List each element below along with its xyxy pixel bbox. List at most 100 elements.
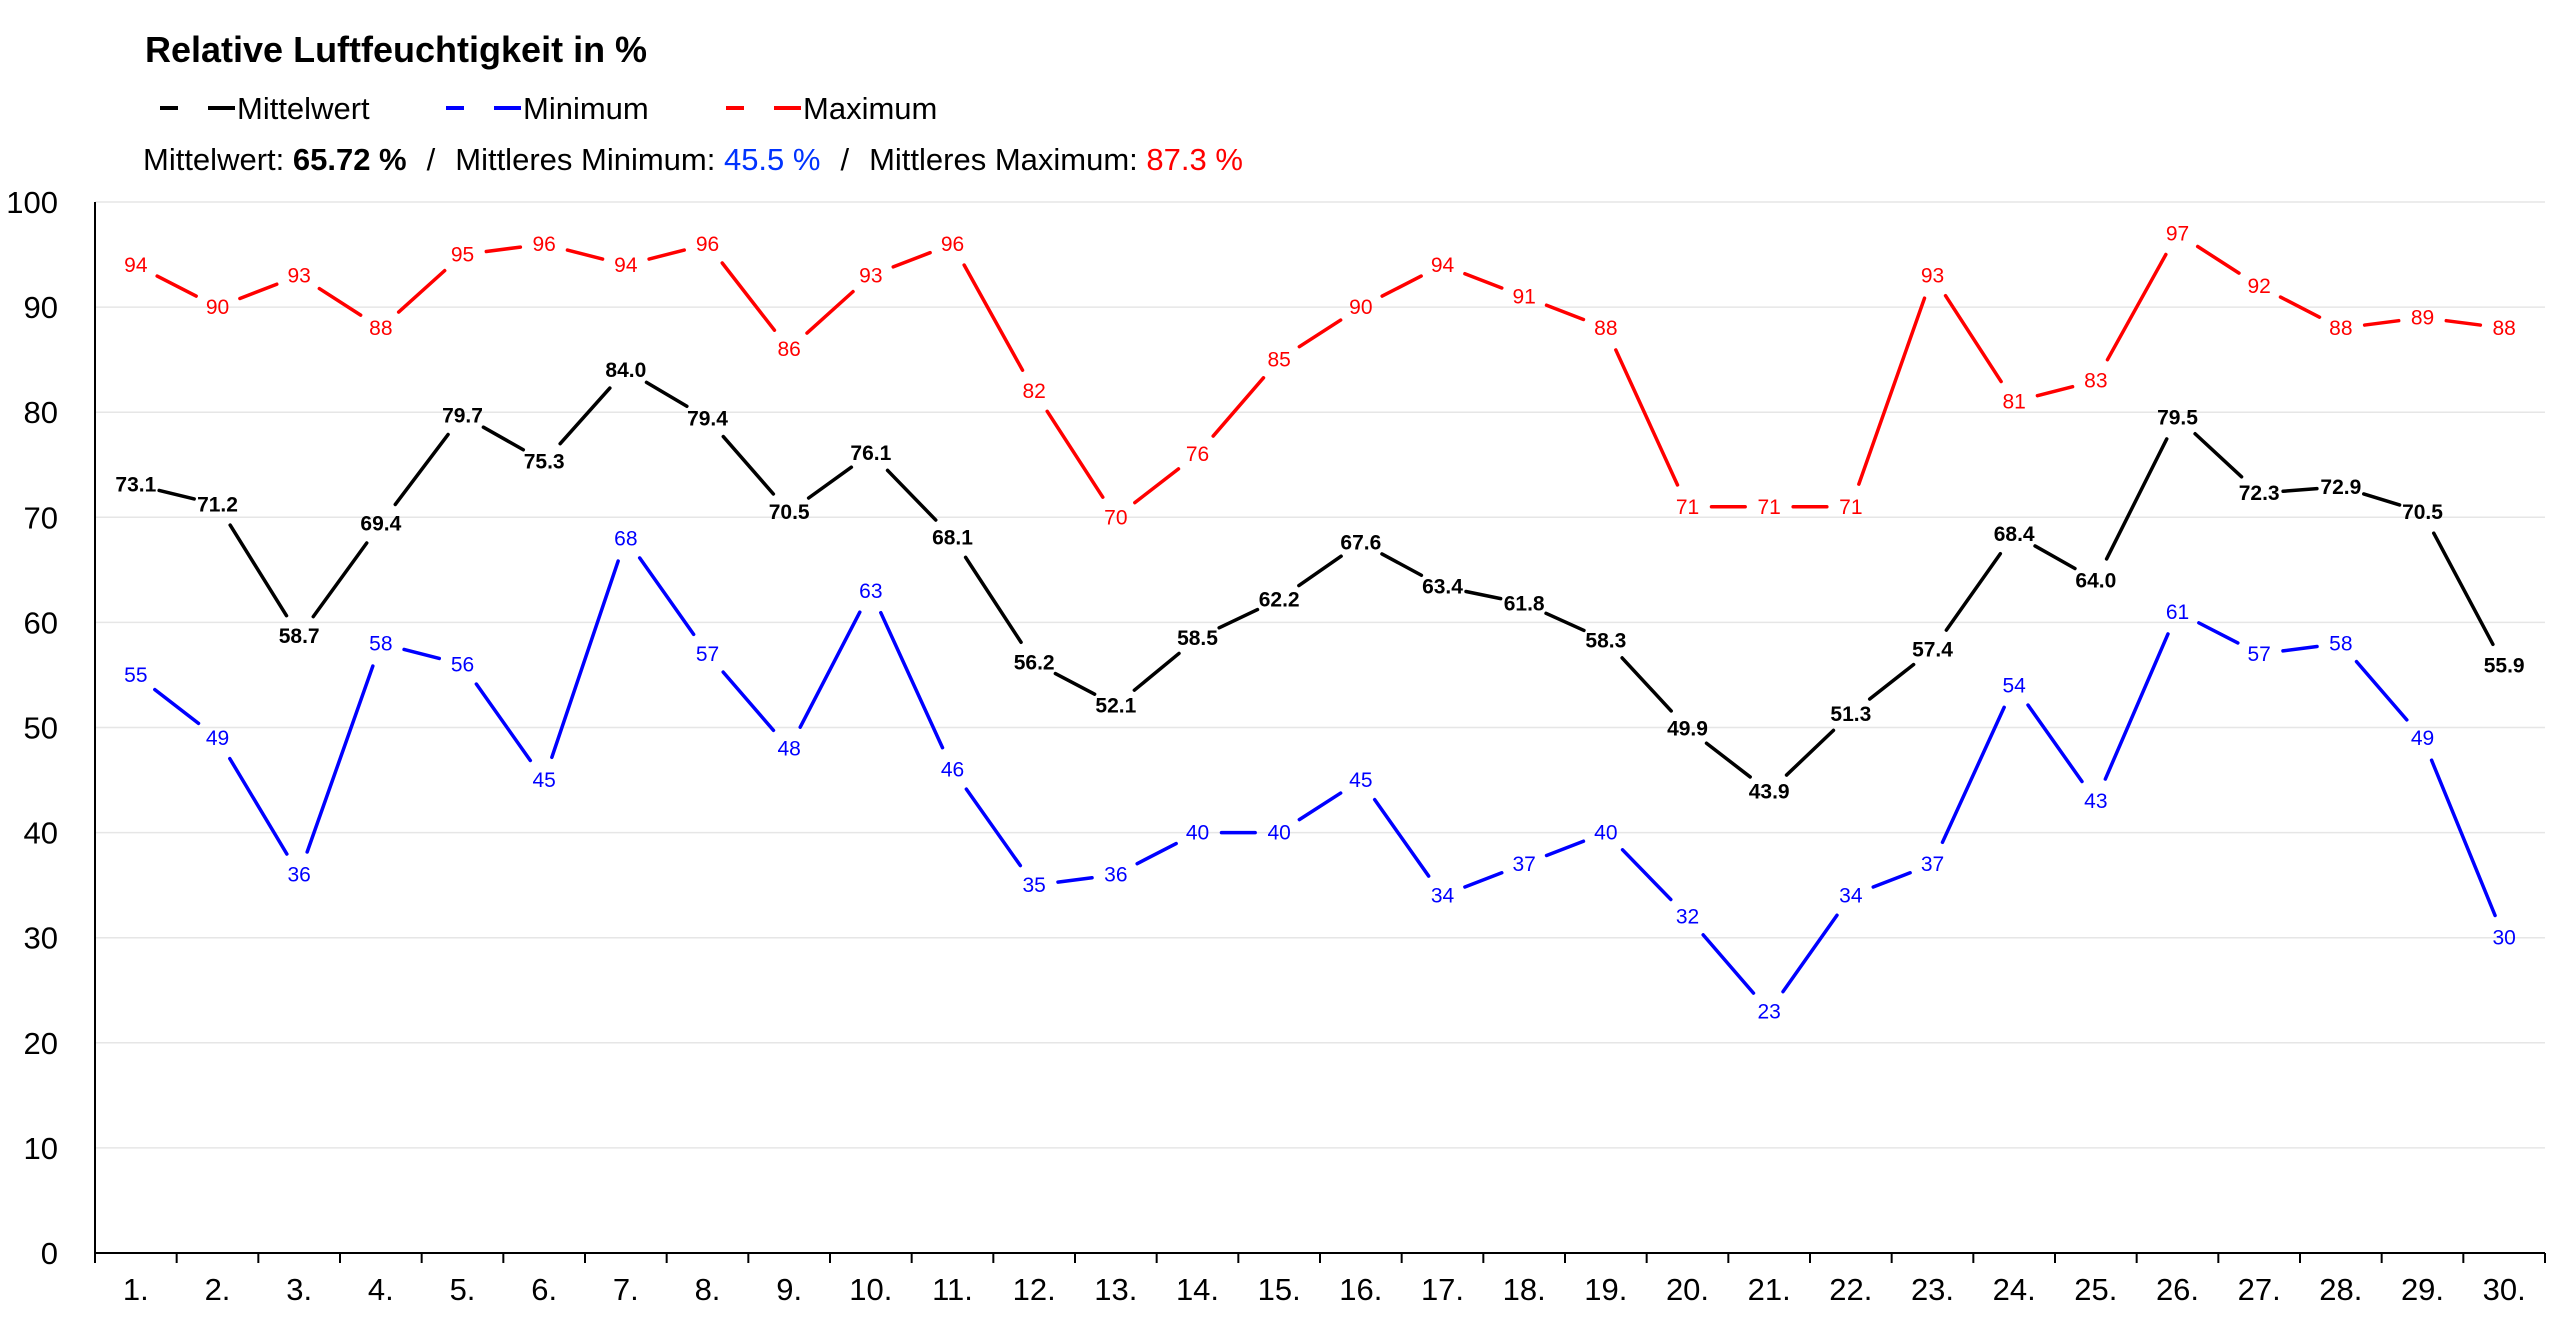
x-tick-label: 10. xyxy=(849,1272,892,1307)
line-segment-maximum xyxy=(891,250,932,269)
line-segment-minimum xyxy=(879,610,945,750)
line-segment-mittelwert xyxy=(311,541,369,619)
line-segment-maximum xyxy=(317,286,363,317)
data-label-minimum: 56 xyxy=(451,653,474,676)
data-label-minimum: 23 xyxy=(1757,1000,1780,1023)
data-label-mittelwert: 55.9 xyxy=(2484,654,2525,677)
labels-mittelwert: 73.1 71.2 58.7 69.4 79.7 75.3 84.0 79.4 70.5 76.1… xyxy=(115,359,2524,803)
data-label-mittelwert: 57.4 xyxy=(1912,639,1953,662)
y-tick-label: 0 xyxy=(41,1236,58,1271)
line-segment-mittelwert xyxy=(2432,531,2495,647)
line-segment-maximum xyxy=(1211,376,1266,438)
data-label-maximum: 97 xyxy=(2166,223,2189,246)
data-label-mittelwert: 51.3 xyxy=(1830,703,1871,726)
x-tick-label: 2. xyxy=(205,1272,231,1307)
x-tick-label: 12. xyxy=(1013,1272,1056,1307)
data-label-maximum: 83 xyxy=(2084,370,2107,393)
line-segment-maximum xyxy=(238,282,279,301)
data-label-maximum: 71 xyxy=(1676,496,1699,519)
x-tick-label: 5. xyxy=(450,1272,476,1307)
line-segment-mittelwert xyxy=(1132,651,1181,692)
data-label-maximum: 88 xyxy=(1594,317,1617,340)
line-segment-minimum xyxy=(305,664,375,854)
line-segment-maximum xyxy=(484,245,523,254)
data-label-mittelwert: 76.1 xyxy=(850,442,891,465)
y-tick-label: 40 xyxy=(24,816,58,851)
x-tick-label: 17. xyxy=(1421,1272,1464,1307)
x-tick-label: 19. xyxy=(1584,1272,1627,1307)
data-label-minimum: 55 xyxy=(124,664,147,687)
x-tick-label: 8. xyxy=(695,1272,721,1307)
data-label-minimum: 57 xyxy=(696,643,719,666)
data-label-minimum: 48 xyxy=(777,738,800,761)
data-label-maximum: 94 xyxy=(1431,254,1455,277)
line-segment-minimum xyxy=(1701,933,1756,995)
line-segment-minimum xyxy=(1871,871,1912,889)
data-label-minimum: 58 xyxy=(369,632,392,655)
data-label-maximum: 93 xyxy=(859,265,882,288)
legend-item-mittelwert: Mittelwert xyxy=(160,91,370,126)
data-label-mittelwert: 70.5 xyxy=(769,501,810,524)
data-label-maximum: 95 xyxy=(451,244,474,267)
data-label-mittelwert: 75.3 xyxy=(524,451,565,474)
line-segment-minimum xyxy=(402,647,442,661)
line-segment-mittelwert xyxy=(2033,544,2077,571)
line-segment-maximum xyxy=(2195,244,2241,275)
data-label-maximum: 81 xyxy=(2002,391,2025,414)
data-label-maximum: 90 xyxy=(1349,296,1372,319)
gridlines xyxy=(95,201,2545,1149)
line-segment-maximum xyxy=(1943,293,2003,384)
x-tick-label: 9. xyxy=(776,1272,802,1307)
line-segment-maximum xyxy=(2362,318,2401,327)
data-label-mittelwert: 52.1 xyxy=(1095,694,1136,717)
line-segment-maximum xyxy=(396,268,447,314)
data-label-mittelwert: 67.6 xyxy=(1340,532,1381,555)
x-tick-label: 14. xyxy=(1176,1272,1219,1307)
line-segment-minimum xyxy=(153,687,201,726)
data-label-mittelwert: 68.1 xyxy=(932,526,973,549)
data-label-maximum: 88 xyxy=(369,317,392,340)
line-segment-mittelwert xyxy=(481,425,526,452)
data-label-minimum: 49 xyxy=(206,727,229,750)
line-segment-mittelwert xyxy=(644,380,689,409)
data-label-mittelwert: 84.0 xyxy=(605,359,646,382)
data-label-maximum: 86 xyxy=(777,338,800,361)
line-segment-minimum xyxy=(2103,632,2170,781)
line-segment-minimum xyxy=(1544,839,1586,858)
data-label-mittelwert: 61.8 xyxy=(1504,592,1545,615)
summary-max-value: 87.3 % xyxy=(1146,142,1243,177)
x-tick-label: 22. xyxy=(1829,1272,1872,1307)
data-label-minimum: 49 xyxy=(2411,727,2434,750)
x-tick-label: 1. xyxy=(123,1272,149,1307)
line-segment-maximum xyxy=(1463,271,1504,290)
line-segment-minimum xyxy=(2281,644,2319,653)
line-segment-mittelwert xyxy=(1784,728,1836,777)
data-label-mittelwert: 79.5 xyxy=(2157,406,2198,429)
line-segment-minimum xyxy=(1056,875,1094,884)
y-tick-label: 80 xyxy=(24,395,58,430)
line-segment-mittelwert xyxy=(157,488,196,501)
line-segment-mittelwert xyxy=(228,523,289,618)
line-segment-minimum xyxy=(2197,621,2240,645)
line-segment-minimum xyxy=(964,787,1023,868)
x-tick-label: 15. xyxy=(1258,1272,1301,1307)
x-tick-label: 20. xyxy=(1666,1272,1709,1307)
axes: 0 10 20 30 40 50 60 70 80 90 100 1. 2. 3. 4. 5. 6. 7. 8. 9.… xyxy=(6,185,2546,1307)
data-label-maximum: 92 xyxy=(2247,275,2270,298)
data-label-maximum: 94 xyxy=(614,254,638,277)
line-segment-mittelwert xyxy=(2362,492,2402,507)
line-segment-minimum xyxy=(1372,797,1431,878)
data-label-minimum: 54 xyxy=(2002,674,2026,697)
line-segment-minimum xyxy=(2429,758,2497,918)
y-tick-label: 30 xyxy=(24,921,58,956)
line-segment-maximum xyxy=(1380,274,1423,298)
data-label-minimum: 37 xyxy=(1512,853,1535,876)
data-label-mittelwert: 79.7 xyxy=(442,404,483,427)
line-segment-maximum xyxy=(1297,318,1343,349)
line-segment-maximum xyxy=(1857,296,1927,486)
line-segment-mittelwert xyxy=(393,432,450,507)
data-label-minimum: 40 xyxy=(1594,822,1617,845)
data-label-minimum: 46 xyxy=(941,759,964,782)
legend: Mittelwert Minimum Maximum xyxy=(160,91,937,126)
data-label-mittelwert: 64.0 xyxy=(2075,569,2116,592)
